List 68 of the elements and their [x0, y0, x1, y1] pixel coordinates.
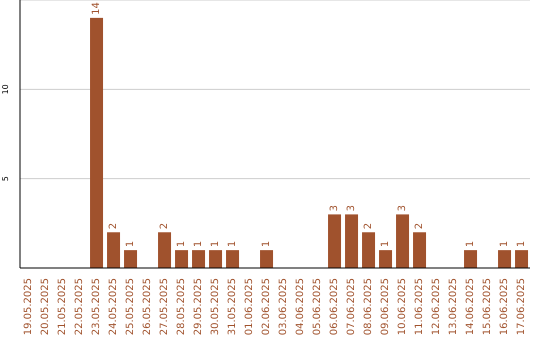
x-tick-label: 20.05.2025 — [40, 278, 51, 336]
data-label: 1 — [176, 240, 188, 248]
data-label: 1 — [193, 240, 204, 248]
data-label: 1 — [465, 240, 476, 248]
data-label: 1 — [125, 240, 136, 248]
bar — [515, 250, 528, 268]
bar — [260, 250, 274, 268]
x-tick-label: 04.06.2025 — [295, 278, 306, 336]
x-tick-label: 05.06.2025 — [312, 278, 323, 336]
x-tick-label: 09.06.2025 — [380, 278, 391, 336]
x-tick-label: 15.06.2025 — [482, 278, 493, 336]
x-tick-label: 06.06.2025 — [329, 278, 340, 336]
x-tick-label: 02.06.2025 — [261, 278, 272, 336]
x-tick-label: 22.05.2025 — [74, 278, 85, 336]
x-tick-label: 24.05.2025 — [108, 278, 119, 336]
data-label: 1 — [516, 240, 528, 248]
data-label: 2 — [414, 222, 426, 230]
y-tick-label: 10 — [1, 84, 10, 94]
bar — [328, 214, 342, 268]
x-tick-label: 17.06.2025 — [516, 278, 527, 336]
bar — [90, 18, 104, 268]
x-tick-label: 28.05.2025 — [176, 278, 187, 336]
data-label: 1 — [210, 240, 222, 248]
bar — [362, 232, 376, 268]
data-label: 2 — [108, 222, 120, 230]
data-label: 3 — [329, 205, 340, 212]
data-label: 2 — [363, 222, 374, 230]
x-tick-label: 26.05.2025 — [142, 278, 153, 336]
data-label: 14 — [91, 2, 102, 15]
x-tick-label: 14.06.2025 — [465, 278, 476, 336]
x-tick-label: 31.05.2025 — [227, 278, 238, 336]
x-tick-label: 16.06.2025 — [499, 278, 510, 336]
bar — [379, 250, 392, 268]
x-tick-label: 08.06.2025 — [363, 278, 374, 336]
data-label: 1 — [261, 240, 272, 248]
x-tick-label: 07.06.2025 — [346, 278, 357, 336]
x-tick-label: 30.05.2025 — [210, 278, 221, 336]
bar — [175, 250, 188, 268]
data-label: 1 — [499, 240, 510, 248]
x-tick-label: 03.06.2025 — [278, 278, 289, 336]
bar — [209, 250, 222, 268]
data-label: 1 — [227, 240, 238, 248]
bar — [396, 214, 410, 268]
bar — [345, 214, 358, 268]
x-tick-label: 13.06.2025 — [448, 278, 459, 336]
data-label: 3 — [397, 205, 408, 212]
data-label: 2 — [159, 222, 170, 230]
x-tick-label: 10.06.2025 — [397, 278, 408, 336]
data-label: 3 — [346, 205, 358, 212]
x-tick-label: 25.05.2025 — [125, 278, 136, 336]
x-tick-label: 11.06.2025 — [414, 278, 425, 336]
x-tick-label: 19.05.2025 — [23, 278, 34, 336]
bar — [464, 250, 478, 268]
x-tick-label: 23.05.2025 — [91, 278, 102, 336]
bar — [158, 232, 172, 268]
x-tick-label: 12.06.2025 — [431, 278, 442, 336]
bar — [124, 250, 138, 268]
bar — [413, 232, 426, 268]
x-tick-label: 21.05.2025 — [57, 278, 68, 336]
bar — [226, 250, 240, 268]
bar — [107, 232, 120, 268]
bar — [192, 250, 206, 268]
x-tick-label: 01.06.2025 — [244, 278, 255, 336]
bar — [498, 250, 512, 268]
x-tick-label: 29.05.2025 — [193, 278, 204, 336]
x-tick-label: 27.05.2025 — [159, 278, 170, 336]
y-tick-label: 5 — [1, 176, 10, 182]
data-label: 1 — [380, 240, 392, 248]
